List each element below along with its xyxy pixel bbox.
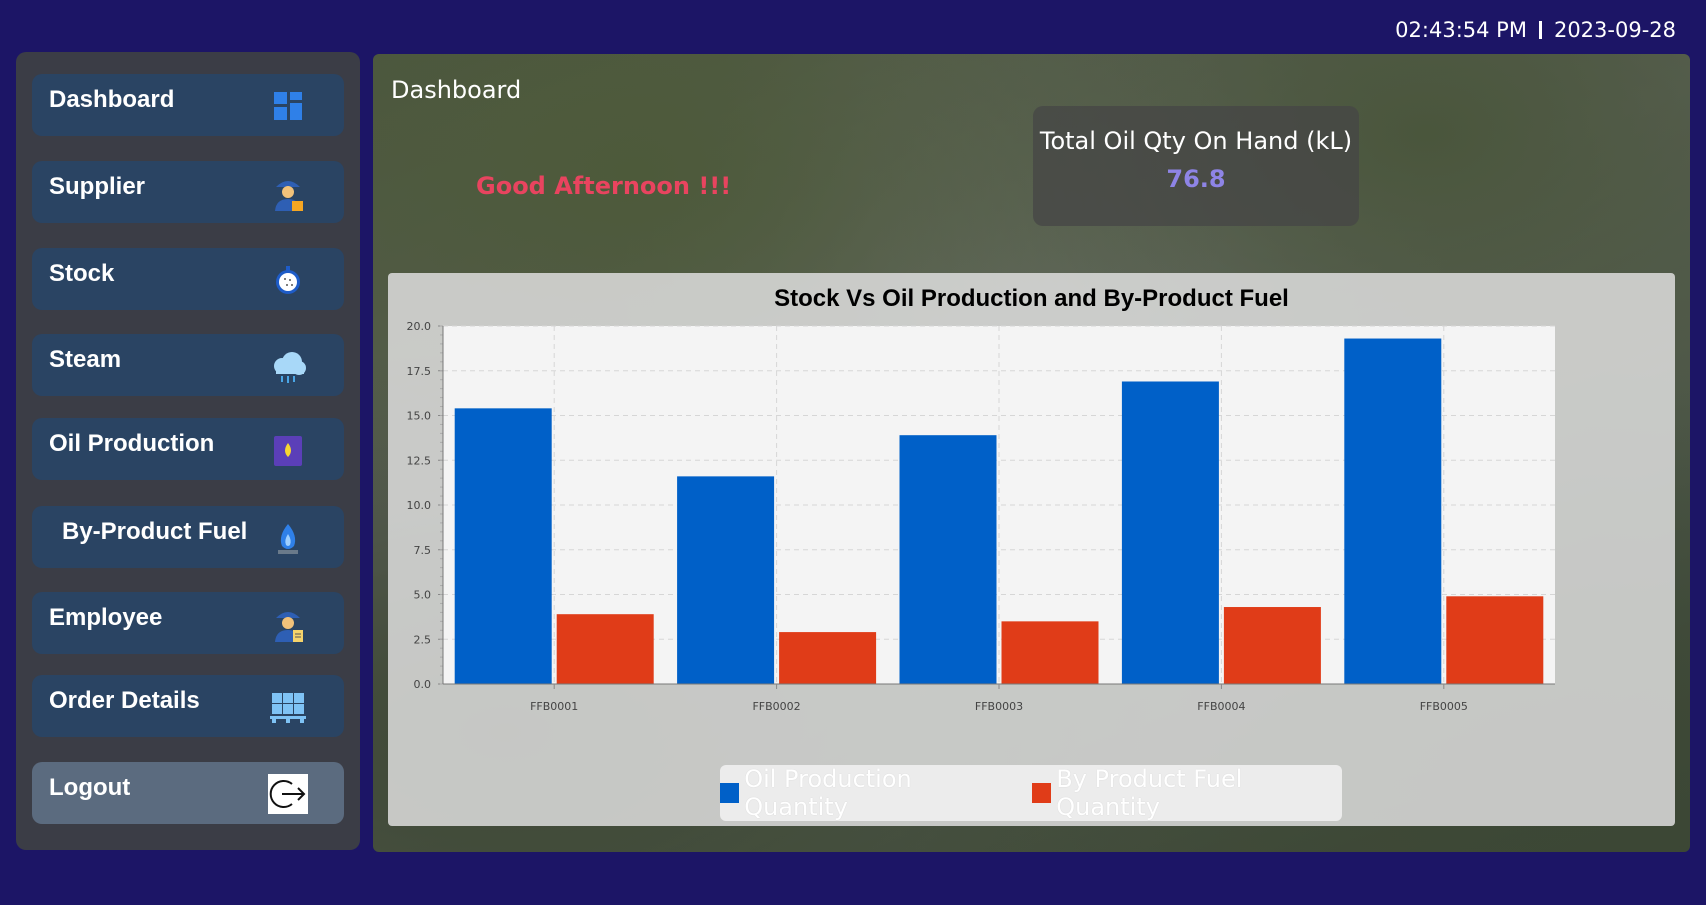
chart-legend: Oil Production Quantity By Product Fuel …	[720, 765, 1342, 821]
fuel-flame-icon	[278, 524, 298, 554]
sidebar: Dashboard Supplier Stock Steam	[16, 52, 360, 850]
total-oil-card: Total Oil Qty On Hand (kL) 76.8	[1033, 106, 1359, 226]
pallet-boxes-icon	[270, 693, 306, 723]
main-panel: Dashboard Good Afternoon !!! Total Oil Q…	[373, 54, 1690, 852]
bar-fuel	[1001, 621, 1099, 684]
x-tick-label: FFB0003	[975, 700, 1023, 713]
y-tick-label: 10.0	[407, 499, 432, 512]
logout-button[interactable]: Logout	[32, 762, 344, 824]
bar-oil	[1121, 381, 1219, 684]
legend-item-fuel: By Product Fuel Quantity	[1032, 765, 1342, 821]
nav-supplier[interactable]: Supplier	[32, 161, 344, 223]
datetime-display: 02:43:54 PM 2023-09-28	[1395, 18, 1676, 42]
steam-cloud-icon	[274, 352, 306, 383]
nav-steam[interactable]: Steam	[32, 334, 344, 396]
stat-label: Total Oil Qty On Hand (kL)	[1039, 127, 1353, 155]
bar-fuel	[1446, 596, 1544, 684]
legend-swatch-fuel	[1032, 783, 1052, 803]
nav-label: By-Product Fuel	[62, 518, 248, 545]
bar-oil	[454, 408, 552, 684]
y-tick-label: 20.0	[407, 320, 432, 333]
nav-oil-production[interactable]: Oil Production	[32, 418, 344, 480]
nav-label: Dashboard	[49, 86, 175, 113]
y-tick-label: 15.0	[407, 410, 432, 423]
bar-oil	[1344, 338, 1442, 684]
y-tick-label: 5.0	[414, 589, 432, 602]
nav-employee[interactable]: Employee	[32, 592, 344, 654]
y-tick-label: 12.5	[407, 454, 432, 467]
nav-label: Stock	[49, 260, 115, 287]
nav-order-details[interactable]: Order Details	[32, 675, 344, 737]
date-text: 2023-09-28	[1553, 18, 1676, 42]
bar-fuel	[779, 632, 877, 684]
supplier-worker-icon	[275, 181, 303, 211]
page-title: Dashboard	[391, 76, 522, 104]
nav-label: Oil Production	[49, 430, 215, 457]
nav-label: Logout	[49, 774, 131, 801]
chart-plot: 0.0 2.5 5.0 7.5 10.0 12.5 15.0 17.5 20.0 FFB0001 F…	[407, 320, 1555, 713]
legend-label-oil: Oil Production Quantity	[744, 765, 912, 821]
separator	[1538, 21, 1542, 39]
legend-swatch-oil	[720, 783, 740, 803]
y-tick-label: 17.5	[407, 365, 432, 378]
nav-label: Steam	[49, 346, 122, 373]
y-tick-label: 0.0	[414, 678, 432, 691]
bar-oil	[677, 476, 775, 684]
y-tick-label: 7.5	[414, 544, 432, 557]
nav-label: Order Details	[49, 687, 200, 714]
bar-chart: Stock Vs Oil Production and By-Product F…	[388, 273, 1675, 826]
dashboard-icon	[274, 92, 302, 120]
bar-oil	[899, 435, 997, 684]
x-tick-label: FFB0005	[1420, 700, 1468, 713]
legend-label-fuel: By Product Fuel Quantity	[1056, 765, 1243, 821]
chart-title: Stock Vs Oil Production and By-Product F…	[774, 285, 1289, 312]
nav-by-product-fuel[interactable]: By-Product Fuel	[32, 506, 344, 568]
x-tick-label: FFB0002	[752, 700, 800, 713]
legend-item-oil: Oil Production Quantity	[720, 765, 1012, 821]
bar-fuel	[1223, 607, 1321, 684]
nav-label: Supplier	[49, 173, 146, 200]
stock-fruit-icon	[276, 266, 300, 294]
greeting-text: Good Afternoon !!!	[476, 172, 732, 200]
y-tick-label: 2.5	[414, 633, 432, 646]
nav-stock[interactable]: Stock	[32, 248, 344, 310]
logout-icon	[268, 774, 308, 814]
stat-value: 76.8	[1166, 165, 1226, 193]
nav-dashboard[interactable]: Dashboard	[32, 74, 344, 136]
employee-worker-icon	[275, 612, 303, 642]
oil-drop-icon	[274, 436, 302, 466]
x-tick-label: FFB0001	[530, 700, 578, 713]
time-text: 02:43:54 PM	[1395, 18, 1527, 42]
bar-fuel	[556, 614, 654, 684]
x-tick-label: FFB0004	[1197, 700, 1245, 713]
nav-label: Employee	[49, 604, 163, 631]
